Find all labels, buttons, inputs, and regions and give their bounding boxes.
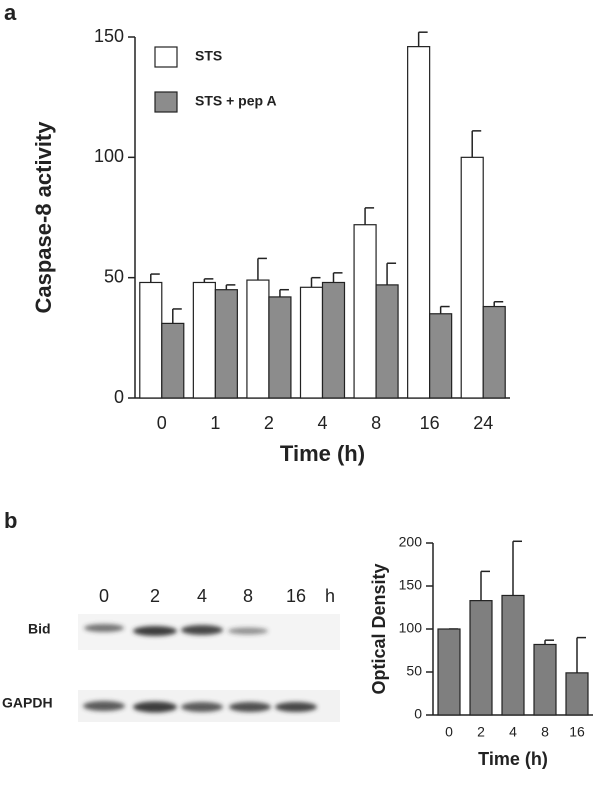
lane-label: 4: [197, 586, 207, 606]
x-tick-label: 0: [445, 724, 453, 740]
row-label: Bid: [28, 621, 51, 637]
y-axis-label: Caspase-8 activity: [31, 121, 56, 314]
bar: [353, 224, 377, 399]
bar: [429, 313, 453, 399]
y-tick-label: 50: [406, 663, 422, 679]
y-tick-label: 100: [399, 620, 423, 636]
band: [133, 626, 177, 636]
x-tick-label: 16: [420, 413, 440, 433]
bar: [161, 322, 185, 399]
bar: [214, 289, 238, 399]
bar: [246, 279, 270, 399]
bar: [407, 46, 431, 399]
bar: [501, 594, 525, 716]
bar: [460, 156, 484, 399]
lane-label: 0: [99, 586, 109, 606]
band: [229, 702, 271, 712]
band: [275, 702, 317, 712]
lane-label: 2: [150, 586, 160, 606]
legend-label: STS: [195, 48, 222, 64]
y-tick-label: 150: [399, 577, 423, 593]
band: [84, 624, 124, 632]
x-axis-label: Time (h): [478, 749, 548, 769]
band: [181, 625, 223, 635]
x-axis-label: Time (h): [280, 441, 365, 466]
western-blot: [78, 614, 340, 722]
legend-swatch: [154, 46, 178, 68]
x-tick-label: 24: [473, 413, 493, 433]
y-axis-label: Optical Density: [369, 563, 389, 694]
y-tick-label: 150: [94, 26, 124, 46]
x-tick-label: 0: [157, 413, 167, 433]
row-label: GAPDH: [2, 695, 53, 711]
bar: [469, 600, 493, 716]
bar: [321, 281, 346, 399]
x-tick-label: 2: [264, 413, 274, 433]
bar: [533, 643, 557, 716]
bar: [482, 305, 506, 399]
band: [83, 701, 125, 711]
x-tick-label: 4: [509, 724, 517, 740]
y-tick-label: 100: [94, 146, 124, 166]
band: [181, 702, 223, 712]
bar: [299, 286, 324, 399]
x-tick-label: 1: [210, 413, 220, 433]
y-tick-label: 50: [104, 266, 124, 286]
bar: [437, 628, 461, 716]
x-tick-label: 16: [569, 724, 585, 740]
bar: [375, 284, 399, 399]
band: [133, 701, 177, 713]
y-tick-label: 200: [399, 534, 423, 550]
bar: [268, 296, 292, 399]
y-tick-label: 0: [114, 387, 124, 407]
x-tick-label: 2: [477, 724, 485, 740]
lane-label: 8: [243, 586, 253, 606]
y-tick-label: 0: [414, 706, 422, 722]
bar: [565, 672, 589, 716]
legend-swatch: [154, 91, 178, 113]
lane-label: 16: [286, 586, 306, 606]
unit-label: h: [325, 586, 335, 606]
panel-label: b: [4, 508, 17, 533]
x-tick-label: 8: [371, 413, 381, 433]
bar: [139, 281, 163, 399]
legend-label: STS + pep A: [195, 93, 277, 109]
x-tick-label: 8: [541, 724, 549, 740]
band: [228, 627, 268, 635]
bar: [192, 281, 216, 399]
x-tick-label: 4: [317, 413, 327, 433]
panel-label: a: [4, 0, 17, 25]
